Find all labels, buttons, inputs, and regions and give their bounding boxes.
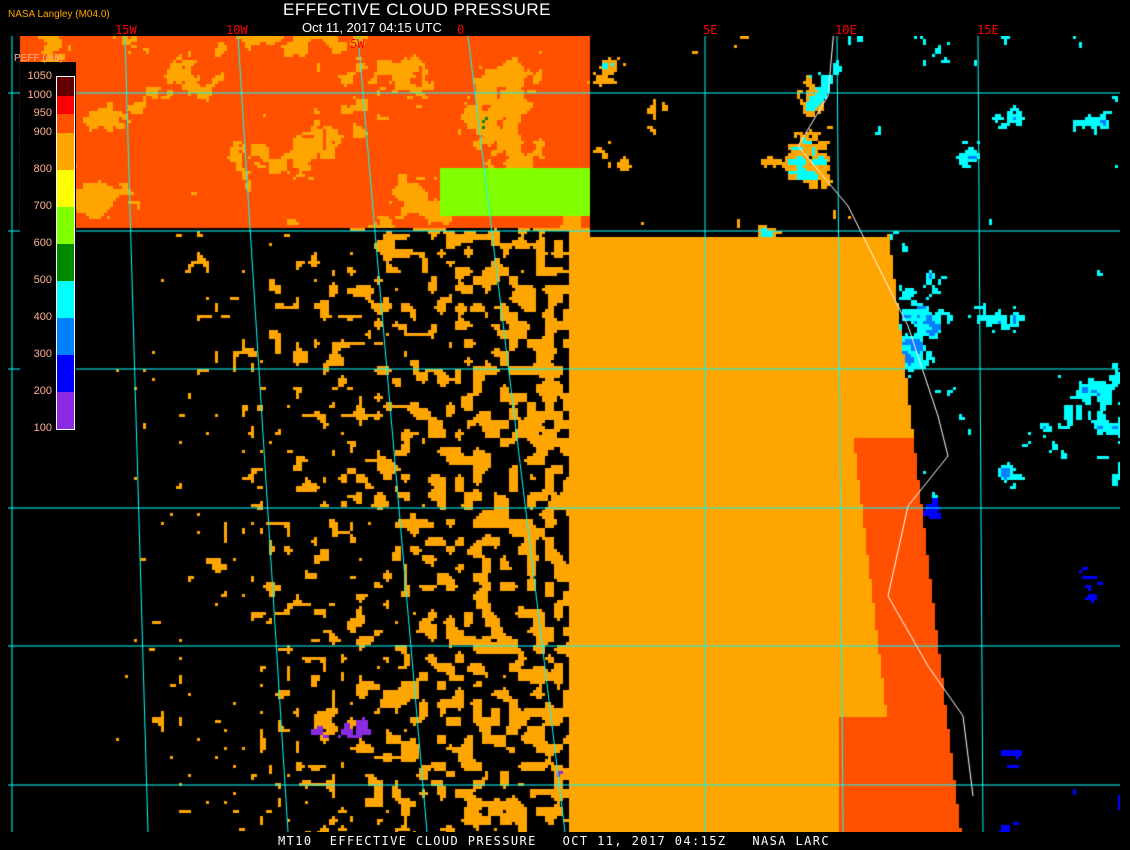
legend-tick: 1050 xyxy=(27,70,52,82)
legend-bin-950-1000 xyxy=(57,95,74,115)
legend-color-bar xyxy=(56,76,75,430)
legend-bin-500-600 xyxy=(57,243,74,281)
legend-bin-1000-1050 xyxy=(57,77,74,96)
legend-bin-900-950 xyxy=(57,114,74,133)
legend-bin-100-200 xyxy=(57,391,74,429)
lon-label-5w: 5W xyxy=(350,37,365,51)
color-legend: PEFF (mb) 1050 1000 950 900 800 700 600 500 400 3… xyxy=(14,54,76,442)
cloud-pressure-map xyxy=(8,36,1120,832)
legend-bin-800-900 xyxy=(57,132,74,170)
legend-tick: 100 xyxy=(33,422,52,434)
lon-label-10w: 10W xyxy=(226,23,248,37)
legend-tick: 500 xyxy=(33,273,52,286)
legend-bin-400-500 xyxy=(57,280,74,318)
legend-tick: 300 xyxy=(33,347,52,360)
footer-caption: MT10 EFFECTIVE CLOUD PRESSURE OCT 11, 20… xyxy=(278,834,830,848)
lon-label-0: 0 xyxy=(457,23,465,37)
legend-tick: 200 xyxy=(33,384,52,397)
lon-label-5e: 5E xyxy=(703,23,718,37)
legend-tick: 700 xyxy=(33,199,52,212)
header-title: EFFECTIVE CLOUD PRESSURE xyxy=(283,0,551,19)
lon-label-10e: 10E xyxy=(835,23,857,37)
legend-bin-200-300 xyxy=(57,354,74,392)
legend-bin-600-700 xyxy=(57,206,74,244)
legend-tick: 400 xyxy=(33,310,52,323)
legend-tick: 800 xyxy=(33,162,52,175)
legend-bin-700-800 xyxy=(57,169,74,207)
legend-title: PEFF (mb) xyxy=(14,53,63,64)
legend-tick: 950 xyxy=(33,107,52,120)
header-timestamp: Oct 11, 2017 04:15 UTC xyxy=(302,20,442,35)
legend-tick: 600 xyxy=(33,236,52,249)
legend-bin-300-400 xyxy=(57,317,74,355)
brand-label: NASA Langley (M04.0) xyxy=(8,9,110,20)
lon-label-15w: 15W xyxy=(115,23,137,37)
legend-tick: 1000 xyxy=(27,88,52,101)
lon-label-15e: 15E xyxy=(977,23,999,37)
legend-tick: 900 xyxy=(33,125,52,138)
